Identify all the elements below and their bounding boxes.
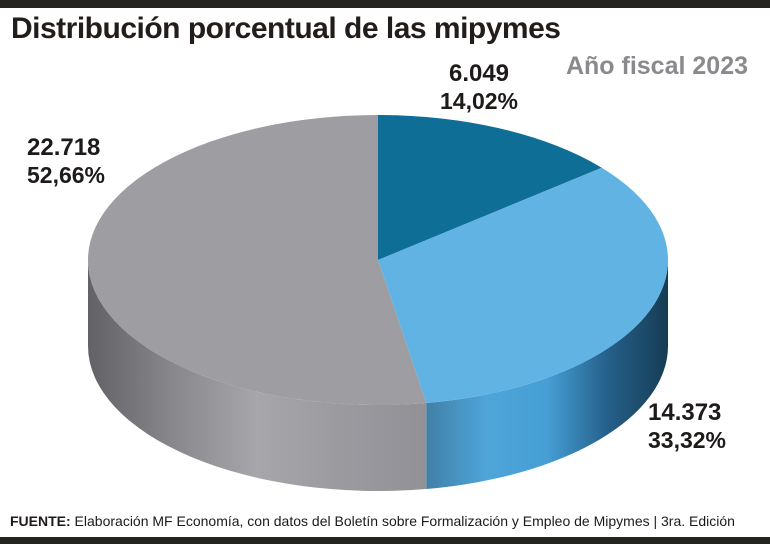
top-rule-bar xyxy=(0,0,770,8)
slice-label-blue: 14.373 33,32% xyxy=(648,399,726,454)
slice-label-gray: 22.718 52,66% xyxy=(27,134,105,189)
slice-percent: 14,02% xyxy=(439,88,518,115)
slice-percent: 52,66% xyxy=(27,162,106,189)
slice-percent: 33,32% xyxy=(648,427,727,454)
slice-value: 22.718 xyxy=(27,134,101,161)
slice-value: 14.373 xyxy=(648,399,722,426)
pie-slice xyxy=(378,167,669,403)
chart-title: Distribución porcentual de las mipymes xyxy=(11,12,561,45)
pie-slice xyxy=(426,260,668,489)
source-text: Elaboración MF Economía, con datos del B… xyxy=(70,513,735,529)
pie-slice xyxy=(88,260,427,491)
source-line: FUENTE: Elaboración MF Economía, con dat… xyxy=(10,513,760,529)
pie-slice xyxy=(378,115,602,260)
slice-label-teal: 6.049 14,02% xyxy=(409,60,549,115)
bottom-rule-bar xyxy=(0,537,770,544)
pie-3d-sides xyxy=(88,260,668,491)
fiscal-year-label: Año fiscal 2023 xyxy=(565,52,748,80)
source-prefix: FUENTE: xyxy=(10,513,71,529)
slice-value: 6.049 xyxy=(448,60,510,87)
pie-top-faces xyxy=(88,115,669,405)
pie-slice xyxy=(88,115,427,405)
